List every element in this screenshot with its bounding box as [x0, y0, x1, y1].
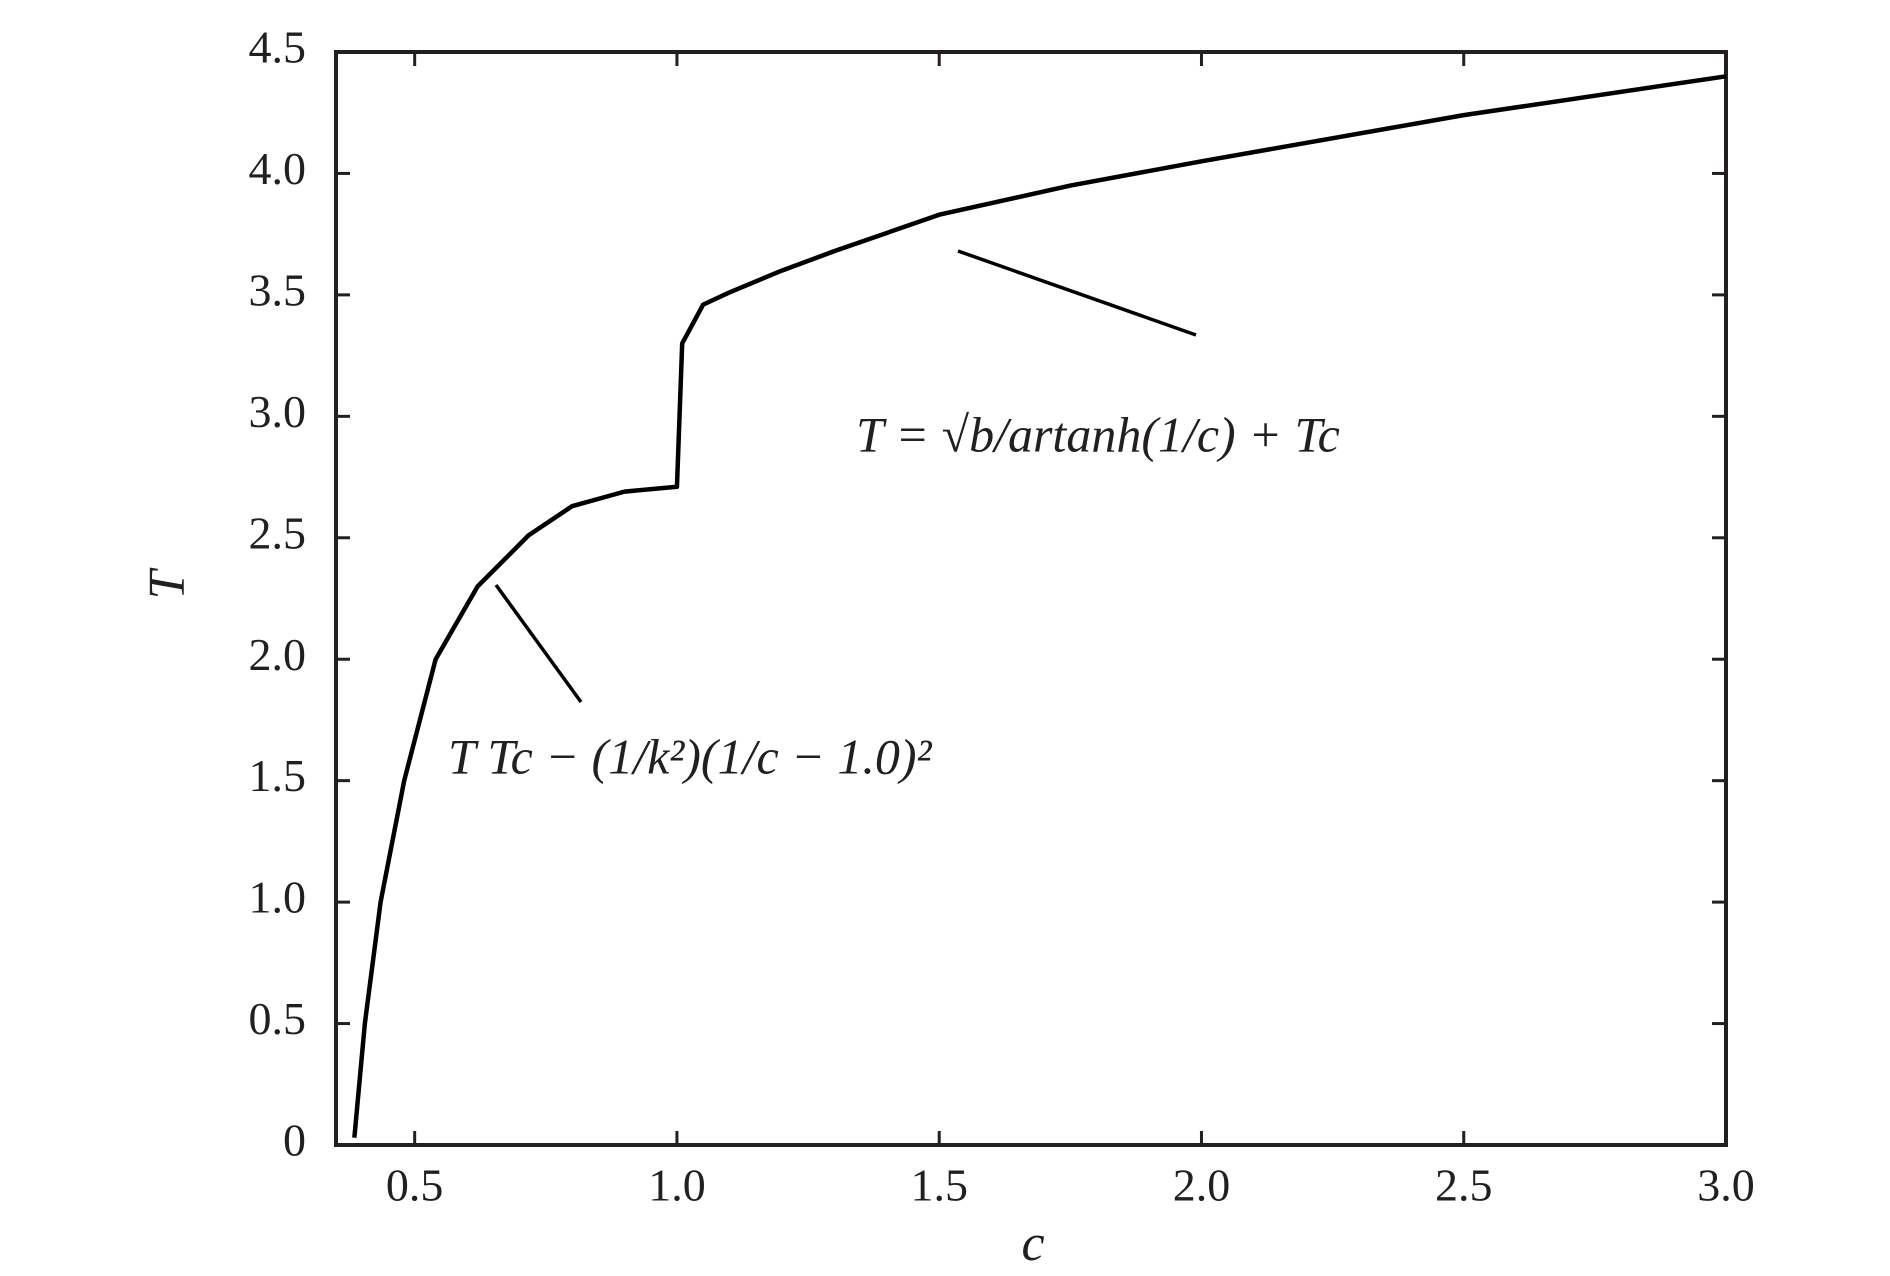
- annotation-pointer: [494, 583, 583, 704]
- y-tick-label: 3.0: [249, 386, 307, 437]
- annotation-pointer: [957, 249, 1197, 337]
- y-axis-label: T: [139, 567, 196, 599]
- y-tick-label: 0: [283, 1115, 306, 1166]
- annotation: T Tc − (1/k²)(1/c − 1.0)²: [448, 728, 933, 784]
- data-line: [352, 74, 1727, 1138]
- y-tick-label: 1.0: [249, 872, 307, 923]
- plot-frame: [334, 50, 1728, 1147]
- x-axis-label: c: [1021, 1215, 1044, 1272]
- y-tick-label: 0.5: [249, 993, 307, 1044]
- x-tick-label: 3.0: [1697, 1160, 1755, 1211]
- x-tick-label: 0.5: [386, 1160, 444, 1211]
- x-tick-label: 2.0: [1173, 1160, 1231, 1211]
- y-tick-label: 3.5: [249, 264, 307, 315]
- annotation: T = √b/artanh(1/c) + Tc: [856, 406, 1340, 462]
- x-tick-label: 1.0: [648, 1160, 706, 1211]
- y-tick-label: 2.5: [249, 507, 307, 558]
- x-tick-label: 1.5: [910, 1160, 968, 1211]
- y-tick-label: 4.5: [249, 22, 307, 73]
- y-tick-label: 2.0: [249, 629, 307, 680]
- x-tick-label: 2.5: [1435, 1160, 1493, 1211]
- y-tick-label: 1.5: [249, 750, 307, 801]
- y-tick-label: 4.0: [249, 143, 307, 194]
